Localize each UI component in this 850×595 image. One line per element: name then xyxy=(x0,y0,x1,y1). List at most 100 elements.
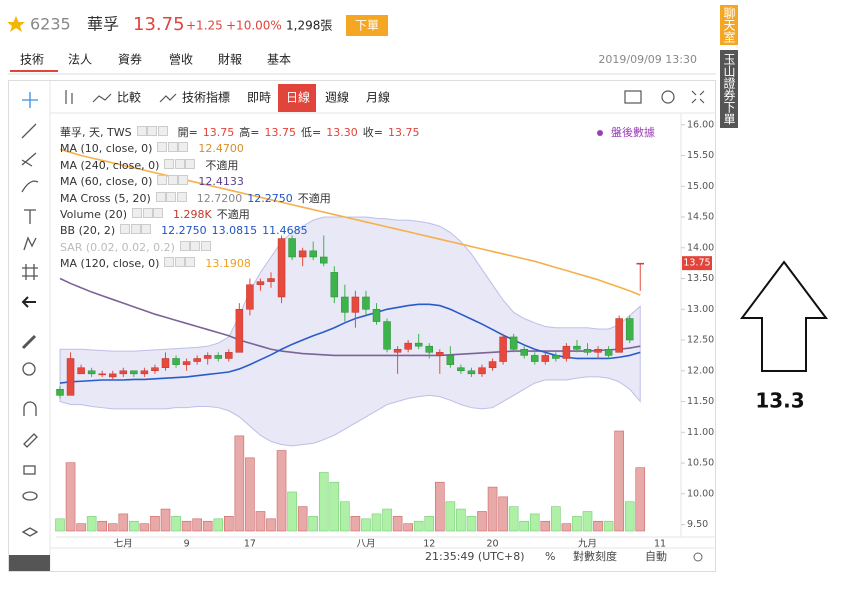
legend-icons[interactable] xyxy=(179,240,211,256)
order-button-label: 下單 xyxy=(355,19,379,33)
pattern-tool[interactable] xyxy=(23,236,37,251)
status-auto[interactable]: 自動 xyxy=(645,549,667,563)
period-button[interactable]: 月線 xyxy=(366,90,390,105)
legend-icons[interactable] xyxy=(136,125,168,141)
candle-body xyxy=(552,355,560,359)
candle-body xyxy=(383,321,391,350)
fullscreen-icon[interactable] xyxy=(691,90,705,104)
camera-icon[interactable] xyxy=(624,90,642,104)
status-time: 21:35:49 (UTC+8) xyxy=(425,550,525,563)
period-button[interactable]: 即時 xyxy=(247,91,271,105)
period-button[interactable]: 週線 xyxy=(325,90,349,105)
volume-bar xyxy=(424,516,435,532)
volume-bar xyxy=(213,518,224,532)
measure-tool[interactable] xyxy=(22,264,38,280)
x-tick-label: 七月 xyxy=(114,539,133,550)
text-tool[interactable] xyxy=(24,209,36,224)
pen-lock-tool[interactable] xyxy=(23,433,38,448)
ma-line xyxy=(59,148,641,296)
legend-label: MA (60, close, 0) xyxy=(60,175,153,189)
legend-icons[interactable] xyxy=(132,207,163,223)
candle-body xyxy=(309,250,317,258)
brush-tool[interactable] xyxy=(21,180,39,193)
magnet-tool[interactable] xyxy=(23,401,37,416)
legend-icons[interactable] xyxy=(164,158,196,174)
after-hours[interactable]: 盤後數據 xyxy=(611,125,655,139)
legend-icons[interactable] xyxy=(164,256,196,272)
legend-row[interactable]: Volume (20) 1.298K 不適用 xyxy=(60,207,419,223)
crosshair-tool[interactable] xyxy=(22,92,38,108)
legend-row[interactable]: BB (20, 2) 12.2750 13.0815 11.4685 xyxy=(60,223,419,239)
layers-tool[interactable] xyxy=(21,527,39,537)
compare-icon[interactable] xyxy=(92,93,112,103)
annotation-text: 13.3 xyxy=(755,389,804,413)
legend-label: MA Cross (5, 20) xyxy=(60,191,151,205)
tab[interactable]: 資券 xyxy=(118,52,142,67)
volume-bar xyxy=(171,516,181,532)
legend-row[interactable]: MA (240, close, 0) 不適用 xyxy=(60,158,419,174)
last-price-label: 13.75 xyxy=(683,258,710,269)
volume-bar xyxy=(413,520,424,532)
tab[interactable]: 技術 xyxy=(20,53,44,67)
fib-tool[interactable] xyxy=(21,152,37,167)
ma-line xyxy=(59,303,641,384)
candle-body xyxy=(436,352,444,356)
status-percent[interactable]: % xyxy=(545,550,555,563)
candle-type-icon[interactable] xyxy=(65,90,73,104)
volume-bar xyxy=(572,516,582,532)
lock-tool[interactable] xyxy=(23,465,36,475)
eye-tool[interactable] xyxy=(22,491,38,501)
volume-bar xyxy=(529,513,540,532)
legend-row[interactable]: MA (120, close, 0) 13.1908 xyxy=(60,256,419,272)
back-tool[interactable] xyxy=(21,296,36,308)
tab[interactable]: 財報 xyxy=(218,52,242,67)
candle-body xyxy=(203,355,212,359)
legend-row[interactable]: SAR (0.02, 0.02, 0.2) xyxy=(60,240,419,256)
tab[interactable]: 法人 xyxy=(68,53,92,67)
volume-bar xyxy=(551,506,561,532)
legend-icons[interactable] xyxy=(157,174,189,190)
y-tick-label: 14.00 xyxy=(687,242,714,253)
toolbar-button[interactable]: 比較 xyxy=(117,90,141,105)
y-tick-label: 12.00 xyxy=(687,365,714,376)
after-hours-dot xyxy=(597,130,603,136)
status-log[interactable]: 對數刻度 xyxy=(573,549,617,563)
legend-icons[interactable] xyxy=(120,223,152,239)
toolbar-button[interactable]: 技術指標 xyxy=(182,90,230,105)
active-tab-underline xyxy=(10,70,58,72)
legend-row[interactable]: MA (10, close, 0) 12.4700 xyxy=(60,141,419,157)
star-icon[interactable] xyxy=(7,16,25,32)
zoom-tool[interactable] xyxy=(22,362,36,376)
chat-tab[interactable]: 聊天室 xyxy=(720,5,738,45)
status-gear[interactable] xyxy=(693,552,703,562)
candle-body xyxy=(594,349,602,353)
candle-body xyxy=(256,281,265,285)
tab[interactable]: 基本 xyxy=(267,53,291,67)
legend-icons[interactable] xyxy=(155,191,187,207)
stock-name: 華孚 xyxy=(87,15,119,34)
legend-value: 高= xyxy=(239,126,260,139)
legend-value: 12.7200 xyxy=(196,191,243,205)
legend-value: 13.0815 xyxy=(211,224,258,238)
candle-body xyxy=(414,342,423,347)
period-button[interactable]: 日線 xyxy=(286,90,310,105)
volume-bar xyxy=(139,523,150,532)
legend-row[interactable]: MA Cross (5, 20) 12.7200 12.2750 不適用 xyxy=(60,191,419,207)
legend-label: MA (240, close, 0) xyxy=(60,158,160,172)
order-button[interactable] xyxy=(346,15,388,36)
line-tool[interactable] xyxy=(21,123,37,139)
legend-row[interactable]: 華孚, 天, TWS 開= 13.75 高= 13.75 低= 13.30 收= 13.75 xyxy=(60,125,419,141)
settings-icon[interactable] xyxy=(661,90,675,104)
volume-bar xyxy=(477,511,487,532)
volume-bar xyxy=(287,491,297,532)
collapse-button[interactable] xyxy=(9,555,50,571)
volume-bar xyxy=(150,516,160,532)
tab[interactable]: 營收 xyxy=(169,53,193,67)
indicator-icon[interactable] xyxy=(159,93,177,103)
candle-body xyxy=(140,370,149,375)
ruler-tool[interactable] xyxy=(21,334,37,350)
legend-icons[interactable] xyxy=(157,141,189,157)
legend-row[interactable]: MA (60, close, 0) 12.4133 xyxy=(60,174,419,190)
order-tab[interactable]: 玉山證券下單 xyxy=(720,50,738,128)
volume-bar xyxy=(593,520,603,532)
